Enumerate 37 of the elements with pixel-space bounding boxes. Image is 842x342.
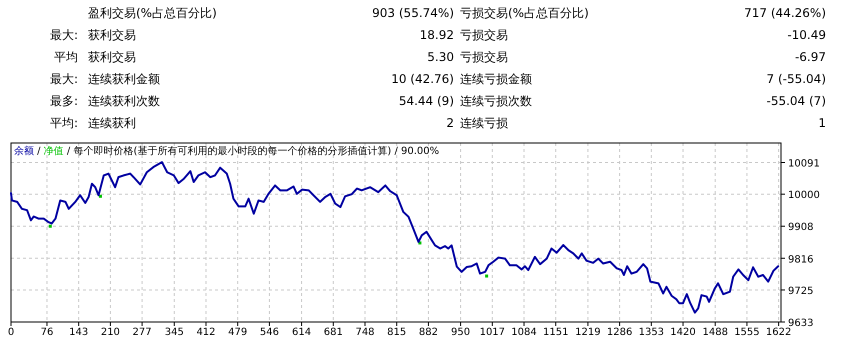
x-tick-label: 546 (260, 327, 279, 338)
x-tick-label: 277 (132, 327, 152, 338)
y-tick-label: 9633 (788, 318, 814, 329)
point (98, 194, 102, 198)
x-tick-label: 614 (292, 327, 312, 338)
x-tick-label: 0 (8, 327, 14, 338)
x-tick-label: 412 (196, 327, 216, 338)
point (48, 224, 52, 228)
line-series (10, 161, 780, 314)
x-tick-label: 1219 (575, 327, 601, 338)
x-tick-label: 143 (69, 327, 88, 338)
chart-title: 余额 / 净值 / 每个即时价格(基于所有可利用的最小时段的每一个价格的分形插值计算) / 90.00% (14, 145, 440, 157)
x-tick-label: 950 (451, 327, 470, 338)
y-tick-label: 9725 (788, 286, 814, 297)
x-tick-label: 76 (40, 327, 54, 338)
x-tick-label: 815 (387, 327, 406, 338)
x-tick-label: 1286 (606, 327, 632, 338)
x-tick-label: 210 (100, 327, 120, 338)
x-tick-label: 479 (228, 327, 248, 338)
stats-table: 盈利交易(%占总百分比) 903 (55.74%) 亏损交易(%占总百分比) 717 (44.26%) 最大: 获利交易 18.92 亏损交易 -10.49 平均 获利交易 5.30 亏损交易 -6.97 最大: 连续获利金额 10 (42.76) 连续亏损金额 7 (-55.04) 最多: 连续获利次数 54.44 (9) 连续亏损次数 -55.04 (7) 平均: 连续获利 2 连续亏损 1 (50, 6, 826, 130)
x-tick-label: 1622 (766, 327, 792, 338)
x-tick-label: 1353 (638, 327, 664, 338)
x-tick-label: 1084 (511, 327, 537, 338)
y-tick-label: 9816 (788, 254, 814, 266)
x-tick-label: 1488 (702, 327, 728, 338)
x-tick-label: 1151 (543, 327, 568, 338)
y-tick-label: 10000 (788, 190, 820, 202)
y-tick-label: 10091 (788, 158, 820, 170)
x-tick-label: 681 (324, 327, 343, 338)
y-tick-label: 9908 (788, 222, 814, 234)
x-tick-label: 1555 (734, 327, 760, 338)
x-tick-label: 882 (418, 327, 438, 338)
x-tick-label: 1017 (480, 327, 506, 338)
x-tick-label: 1420 (670, 327, 696, 338)
x-tick-label: 345 (164, 327, 184, 338)
x-tick-label: 748 (355, 327, 375, 338)
point (485, 274, 488, 278)
